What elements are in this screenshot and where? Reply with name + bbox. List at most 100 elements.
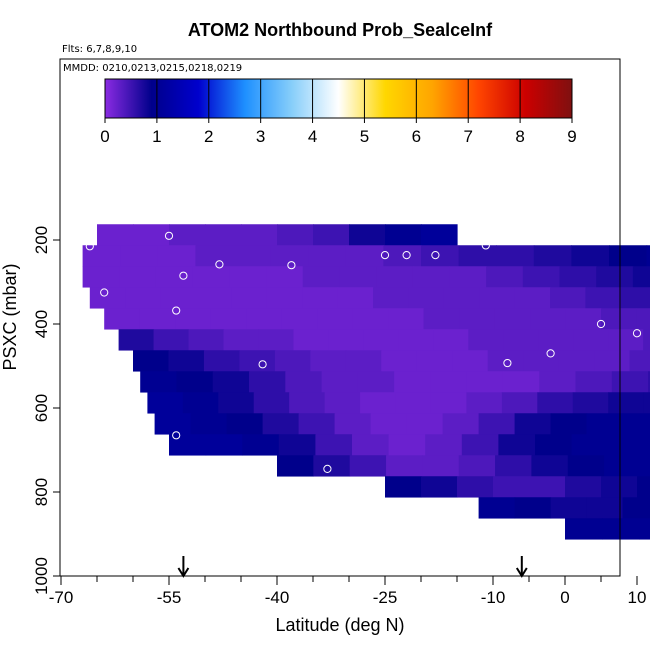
heatmap-cell (571, 434, 609, 456)
y-axis-tick-label: 800 (32, 478, 51, 506)
heatmap-cell (533, 245, 572, 267)
heatmap-cell (421, 245, 460, 267)
y-axis-tick-label: 1000 (32, 557, 51, 595)
heatmap-cell (302, 266, 340, 288)
heatmap-cell (190, 413, 228, 435)
heatmap-cell (104, 308, 141, 330)
heatmap-cell (281, 308, 318, 330)
heatmap-cell (258, 329, 295, 351)
heatmap-cell (585, 287, 622, 309)
colorbar-bar (104, 78, 573, 119)
heatmap-cell (157, 245, 196, 267)
heatmap-cell (205, 224, 242, 246)
heatmap-cell (385, 476, 422, 498)
heatmap-cell (349, 224, 386, 246)
heatmap-cell (457, 476, 494, 498)
heatmap-cell (408, 287, 445, 309)
heatmap-cell (416, 350, 453, 372)
heatmap-cell (321, 371, 359, 393)
heatmap-cell (639, 518, 650, 540)
heatmap-cell (567, 455, 605, 477)
heatmap-cell (523, 350, 560, 372)
heatmap-cell (514, 413, 552, 435)
heatmap-cell (298, 413, 336, 435)
heatmap-cell (443, 287, 480, 309)
heatmap-cell (601, 476, 638, 498)
y-axis-tick-label: 600 (32, 394, 51, 422)
heatmap-cell (648, 371, 650, 393)
heatmap-cell (550, 497, 588, 519)
heatmap-cell (154, 413, 192, 435)
heatmap-cell (608, 392, 645, 414)
observation-point (546, 349, 555, 358)
heatmap-cell (423, 308, 460, 330)
heatmap-cell (119, 266, 157, 288)
heatmap-cell (182, 392, 219, 414)
heatmap-cells (82, 224, 650, 540)
heatmap-cell (537, 392, 574, 414)
heatmap-cell (501, 392, 538, 414)
heatmap-cell (274, 350, 311, 372)
heatmap-cell (398, 329, 434, 351)
heatmap-cell (139, 308, 176, 330)
x-axis-tick-label: -40 (265, 588, 290, 607)
heatmap-cell (601, 308, 638, 330)
observation-point (172, 306, 181, 315)
colorbar-tick-label: 9 (567, 127, 576, 146)
heatmap-cell (530, 308, 567, 330)
y-axis-tick-label: 200 (32, 226, 51, 254)
heatmap-cell (196, 287, 232, 309)
heatmap-cell (313, 455, 351, 477)
x-axis-label: Latitude (deg N) (275, 615, 404, 635)
heatmap-cell (498, 434, 536, 456)
heatmap-cell (218, 392, 255, 414)
heatmap-cell (249, 371, 286, 393)
heatmap-cell (147, 392, 184, 414)
colorbar-tick-label: 4 (308, 127, 317, 146)
heatmap-cell (231, 287, 268, 309)
heatmap-cell (458, 455, 496, 477)
heatmap-cell (636, 308, 650, 330)
heatmap-cell (495, 455, 532, 477)
plot-frame (59, 58, 621, 577)
heatmap-cell (308, 245, 347, 267)
heatmap-cell (632, 266, 650, 288)
heatmap-cell (233, 245, 272, 267)
heatmap-cell (363, 329, 399, 351)
heatmap-cell (153, 329, 190, 351)
heatmap-cell (155, 266, 194, 288)
heatmap-cell (486, 266, 524, 288)
heatmap-cell (478, 413, 516, 435)
x-axis-tick-label: 0 (560, 588, 569, 607)
heatmap-cell (425, 434, 463, 456)
heatmap-cell (205, 434, 243, 456)
heatmap-cell (565, 476, 602, 498)
heatmap-cell (277, 455, 314, 477)
heatmap-cell (643, 329, 650, 351)
heatmap-cell (494, 308, 531, 330)
heatmap-cell (594, 350, 631, 372)
heatmap-cell (253, 392, 290, 414)
heatmap-cell (531, 455, 569, 477)
heatmap-cell (608, 434, 646, 456)
heatmap-cell (586, 497, 624, 519)
heatmap-cell (609, 245, 648, 267)
heatmap-cell (395, 392, 432, 414)
x-axis-tick-label: -25 (373, 588, 398, 607)
observation-point (258, 360, 267, 369)
heatmap-cell (421, 476, 458, 498)
y-axis-tick-label: 400 (32, 310, 51, 338)
heatmap-cell (266, 287, 303, 309)
x-axis-tick-label: 10 (628, 588, 647, 607)
heatmap-cell (262, 413, 300, 435)
y-axis-label: PSXC (mbar) (0, 263, 20, 370)
observation-point (402, 251, 411, 260)
heatmap-cell (203, 350, 240, 372)
heatmap-cell (430, 371, 468, 393)
heatmap-cell (176, 371, 214, 393)
heatmap-cell (452, 350, 489, 372)
heatmap-cell (239, 350, 276, 372)
heatmap-cell (558, 350, 595, 372)
observation-point (503, 358, 512, 368)
colorbar-tick-label: 1 (152, 127, 161, 146)
